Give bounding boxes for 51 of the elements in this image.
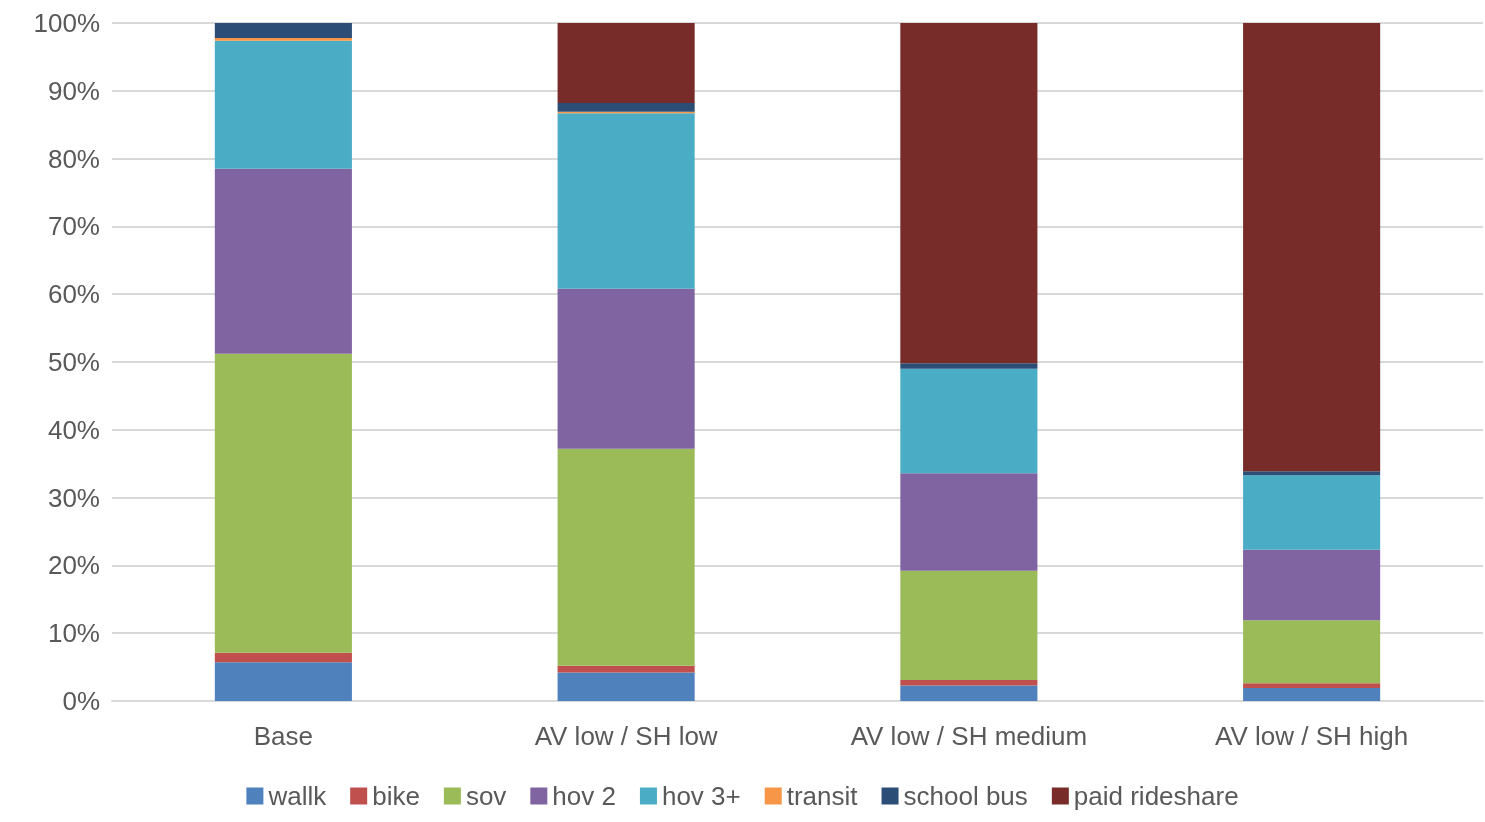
legend-label: sov [465,781,507,811]
bar [1243,549,1381,621]
legend-label: wallk [267,781,328,811]
bar [557,113,695,289]
bar [557,288,695,449]
x-tick-label: AV low / SH low [534,721,718,751]
bar [214,37,352,41]
bar [1243,471,1381,476]
bar [1243,683,1381,689]
x-tick-label: Base [253,721,314,751]
bar [214,662,352,701]
y-tick-label: 60% [47,279,100,310]
bar [214,353,352,653]
y-tick-label: 20% [47,550,100,581]
bar [214,23,352,38]
y-tick-label: 100% [33,8,100,38]
bar [900,679,1038,686]
bar [1243,23,1381,472]
legend-label: paid rideshare [1073,781,1239,811]
bar [557,665,695,673]
y-tick-label: 50% [47,347,100,377]
y-tick-label: 40% [47,414,100,445]
bar [900,363,1038,369]
bar [1243,620,1381,684]
y-tick-label: 90% [47,75,100,106]
bar [900,685,1038,701]
legend-label: bike [372,781,420,811]
x-tick-label: AV low / SH high [1215,721,1409,751]
bar [900,368,1038,474]
legend-label: school bus [903,781,1028,811]
bar [557,103,695,112]
bar [214,652,352,663]
legend-label: hov 3+ [661,781,741,811]
legend-label: hov 2 [552,781,616,811]
y-tick-label: 80% [47,143,100,174]
y-tick-label: 10% [47,618,100,649]
bar [557,672,695,701]
x-tick-label: AV low / SH medium [850,721,1088,751]
y-tick-label: 30% [47,482,100,513]
bar [214,168,352,354]
y-tick-label: 0% [62,686,100,716]
bar [557,448,695,666]
bar [1243,475,1381,550]
y-tick-label: 70% [47,211,100,242]
bar [900,23,1038,364]
bar [900,570,1038,680]
bar [557,23,695,103]
bar [900,473,1038,571]
legend-label: transit [786,781,859,811]
bar [214,40,352,169]
bar [1243,688,1381,701]
